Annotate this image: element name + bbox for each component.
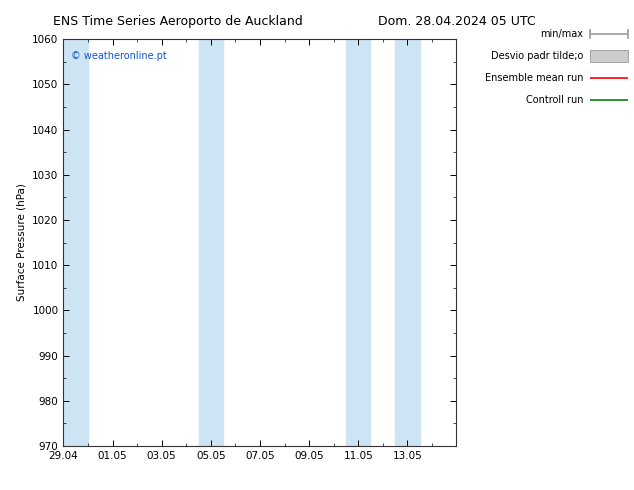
Bar <box>395 39 420 446</box>
Bar <box>346 39 370 446</box>
Text: ENS Time Series Aeroporto de Auckland: ENS Time Series Aeroporto de Auckland <box>53 15 302 28</box>
Text: Controll run: Controll run <box>526 96 583 105</box>
Text: Desvio padr tilde;o: Desvio padr tilde;o <box>491 51 583 61</box>
Text: Ensemble mean run: Ensemble mean run <box>485 74 583 83</box>
Text: min/max: min/max <box>540 29 583 39</box>
Text: © weatheronline.pt: © weatheronline.pt <box>71 51 167 61</box>
Bar <box>56 39 88 446</box>
Text: Dom. 28.04.2024 05 UTC: Dom. 28.04.2024 05 UTC <box>378 15 535 28</box>
Bar <box>198 39 223 446</box>
Y-axis label: Surface Pressure (hPa): Surface Pressure (hPa) <box>16 184 27 301</box>
